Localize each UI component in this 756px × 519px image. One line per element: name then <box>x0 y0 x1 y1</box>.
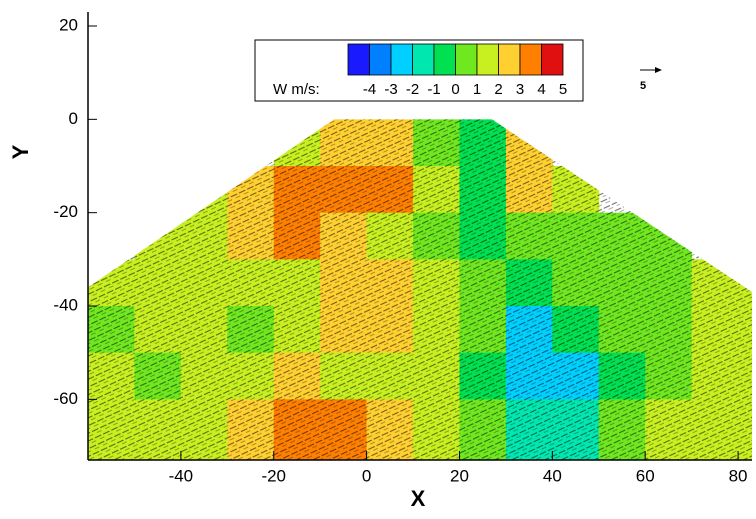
y-tick-label: 20 <box>59 15 78 34</box>
colorbar-swatch <box>498 43 521 76</box>
colorbar-swatch <box>412 43 435 76</box>
colorbar-tick-label: -3 <box>384 81 397 98</box>
y-tick-label: -40 <box>53 295 78 314</box>
colorbar-tick-label: 4 <box>537 81 545 98</box>
x-tick-label: -20 <box>261 466 286 485</box>
colorbar-tick-label: 1 <box>473 81 481 98</box>
colorbar-swatch <box>476 43 499 76</box>
colorbar-tick-label: 5 <box>559 81 567 98</box>
y-axis-label: Y <box>8 144 33 159</box>
colorbar-swatch <box>369 43 392 76</box>
x-tick-label: 0 <box>362 466 371 485</box>
x-axis-label: X <box>411 486 426 511</box>
x-tick-label: 40 <box>543 466 562 485</box>
y-tick-label: -20 <box>53 202 78 221</box>
x-tick-label: -40 <box>169 466 194 485</box>
colorbar-swatch <box>433 43 456 76</box>
colorbar-tick-label: 2 <box>494 81 502 98</box>
colorbar-swatch <box>455 43 478 76</box>
x-tick-label: 60 <box>636 466 655 485</box>
colorbar-swatch <box>519 43 542 76</box>
x-tick-label: 80 <box>729 466 748 485</box>
y-tick-label: -60 <box>53 389 78 408</box>
colorbar-label: W m/s: <box>273 81 320 98</box>
colorbar-swatch <box>347 43 370 76</box>
colorbar-tick-label: -4 <box>363 81 376 98</box>
reference-vector-label: 5 <box>640 80 646 92</box>
colorbar-swatch <box>541 43 564 76</box>
y-tick-label: 0 <box>69 109 78 128</box>
colorbar-tick-label: 0 <box>451 81 459 98</box>
colorbar-tick-label: -1 <box>427 81 440 98</box>
colorbar-tick-label: -2 <box>406 81 419 98</box>
reference-arrowhead <box>655 67 662 73</box>
colorbar-swatch <box>390 43 413 76</box>
x-tick-label: 20 <box>450 466 469 485</box>
colorbar-tick-label: 3 <box>516 81 524 98</box>
